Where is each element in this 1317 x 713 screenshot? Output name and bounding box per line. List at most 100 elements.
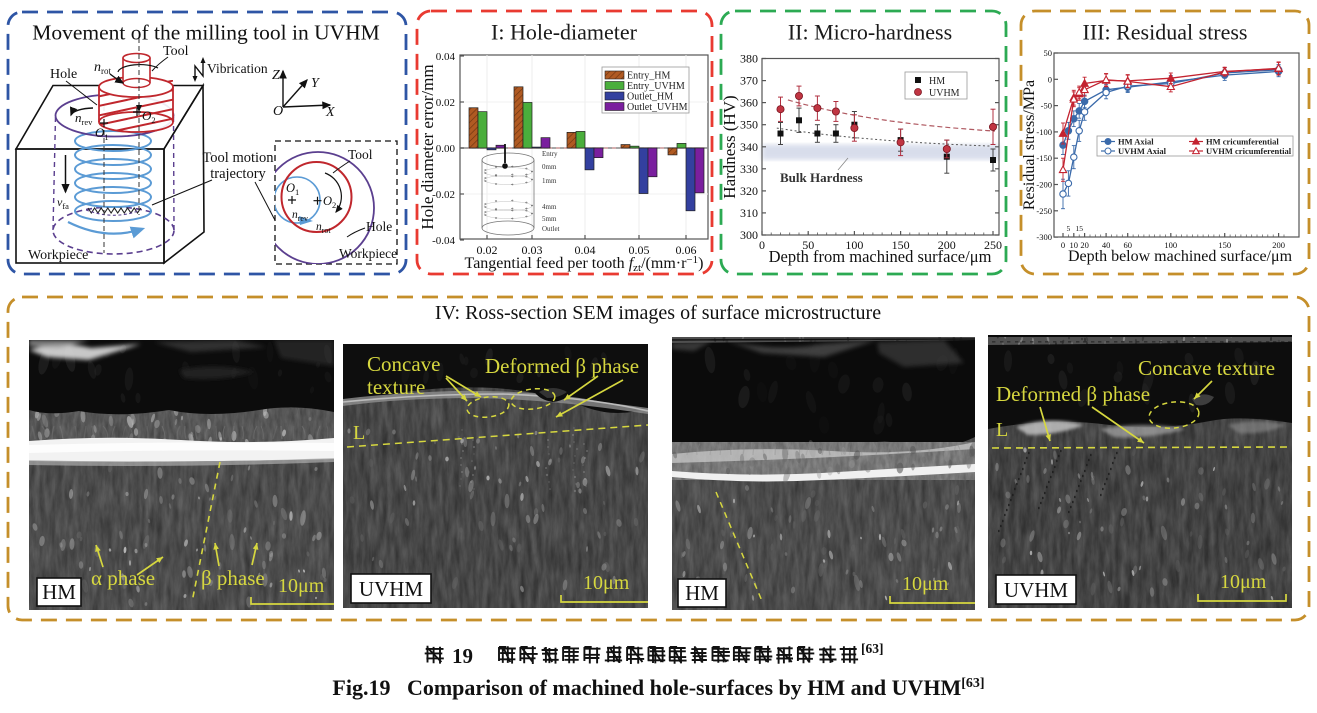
svg-text:*: * (495, 182, 498, 188)
svg-text:*: * (511, 209, 514, 215)
svg-text:trajectory: trajectory (210, 166, 266, 182)
svg-text:Outlet_HM: Outlet_HM (627, 92, 673, 103)
svg-text:50: 50 (802, 238, 814, 252)
svg-text:UVHM: UVHM (929, 88, 960, 99)
svg-text:nrev: nrev (75, 110, 93, 127)
svg-text:*: * (484, 202, 487, 208)
svg-text:300: 300 (740, 228, 758, 242)
svg-text:*: * (525, 175, 528, 181)
svg-text:*: * (484, 176, 487, 182)
svg-text:*: * (525, 173, 528, 179)
svg-text:Deformed β phase: Deformed β phase (485, 354, 639, 378)
svg-text:0.04: 0.04 (575, 243, 596, 257)
svg-text:HM: HM (929, 76, 945, 87)
svg-text:Depth below machined surface/μ: Depth below machined surface/μm (1068, 248, 1293, 265)
svg-text:-50: -50 (1041, 101, 1052, 111)
svg-text:360: 360 (740, 96, 758, 110)
svg-text:*: * (525, 207, 528, 213)
svg-text:250: 250 (984, 238, 1002, 252)
svg-text:*: * (511, 207, 514, 213)
svg-text:0.03: 0.03 (522, 243, 543, 257)
svg-text:UVHM: UVHM (1004, 578, 1068, 602)
svg-text:Outlet: Outlet (542, 225, 560, 233)
svg-text:Concave: Concave (367, 352, 440, 376)
svg-text:L: L (996, 419, 1008, 441)
svg-text:HM: HM (685, 581, 719, 605)
svg-text:[63]: [63] (861, 641, 884, 656)
svg-text:vfa: vfa (57, 195, 69, 211)
svg-text:*: * (531, 178, 534, 184)
svg-text:60: 60 (1123, 240, 1132, 250)
svg-text:200: 200 (938, 238, 956, 252)
svg-text:10: 10 (1070, 240, 1079, 250)
svg-text:-250: -250 (1036, 206, 1052, 216)
svg-text:0.02: 0.02 (477, 243, 498, 257)
svg-text:Tool: Tool (348, 147, 373, 162)
svg-text:Vibrication: Vibrication (207, 61, 268, 76)
svg-text:*: * (495, 208, 498, 214)
svg-text:0: 0 (759, 238, 765, 252)
svg-text:200: 200 (1272, 240, 1285, 250)
svg-text:I: Hole-diameter: I: Hole-diameter (491, 20, 638, 45)
svg-text:*: * (484, 210, 487, 216)
svg-text:Concave texture: Concave texture (1138, 356, 1275, 380)
svg-text:UVHM cricumferential: UVHM cricumferential (1206, 146, 1292, 156)
svg-text:0.04: 0.04 (436, 51, 456, 63)
svg-text:Depth from machined surface/μm: Depth from machined surface/μm (769, 247, 992, 266)
svg-text:*: * (525, 215, 528, 221)
svg-text:-100: -100 (1036, 127, 1052, 137)
svg-text:O: O (273, 104, 283, 119)
svg-text:X: X (325, 105, 335, 120)
svg-text:Workpiece: Workpiece (28, 248, 88, 263)
svg-text:Z: Z (272, 68, 280, 83)
svg-text:*: * (525, 201, 528, 207)
svg-text:*: * (495, 174, 498, 180)
svg-text:330: 330 (740, 162, 758, 176)
svg-text:0: 0 (1061, 240, 1065, 250)
svg-text:0.00: 0.00 (436, 143, 456, 155)
svg-text:-0.02: -0.02 (432, 189, 455, 201)
svg-text:Bulk Hardness: Bulk Hardness (780, 170, 863, 185)
svg-text:Entry_UVHM: Entry_UVHM (627, 81, 685, 92)
svg-text:Entry: Entry (542, 150, 558, 158)
svg-text:*: * (484, 168, 487, 174)
svg-text:10μm: 10μm (902, 573, 949, 595)
svg-text:150: 150 (1218, 240, 1231, 250)
svg-text:-0.04: -0.04 (432, 235, 455, 247)
svg-text:*: * (511, 173, 514, 179)
svg-text:Movement of the milling tool i: Movement of the milling tool in UVHM (32, 21, 380, 45)
svg-text:0mm: 0mm (542, 163, 557, 171)
svg-text:0.05: 0.05 (629, 243, 650, 257)
svg-text:5mm: 5mm (542, 215, 557, 223)
svg-text:100: 100 (1164, 240, 1177, 250)
svg-text:-200: -200 (1036, 180, 1052, 190)
svg-text:UVHM: UVHM (359, 577, 423, 601)
svg-text:Hole diameter error/mm: Hole diameter error/mm (418, 64, 437, 229)
svg-text:texture: texture (367, 375, 425, 399)
svg-text:10μm: 10μm (278, 575, 325, 597)
svg-text:100: 100 (845, 238, 863, 252)
svg-text:310: 310 (740, 206, 758, 220)
svg-text:Workpiece: Workpiece (339, 246, 397, 261)
svg-text:*: * (531, 170, 534, 176)
svg-text:40: 40 (1102, 240, 1111, 250)
svg-text:4mm: 4mm (542, 203, 557, 211)
svg-text:*: * (484, 206, 487, 212)
svg-text:HM: HM (42, 580, 76, 604)
svg-text:*: * (495, 166, 498, 172)
svg-text:*: * (484, 172, 487, 178)
svg-text:*: * (531, 204, 534, 210)
svg-text:III: Residual stress: III: Residual stress (1083, 20, 1248, 45)
svg-text:II: Micro-hardness: II: Micro-hardness (788, 20, 952, 45)
svg-text:150: 150 (892, 238, 910, 252)
svg-text:320: 320 (740, 184, 758, 198)
svg-text:*: * (511, 199, 514, 205)
svg-text:380: 380 (740, 52, 758, 66)
svg-text:*: * (511, 217, 514, 223)
svg-text:-300: -300 (1036, 232, 1052, 242)
svg-text:β phase: β phase (201, 566, 265, 590)
svg-text:0: 0 (1048, 74, 1052, 84)
svg-text:Y: Y (311, 76, 321, 91)
svg-text:*: * (511, 183, 514, 189)
svg-text:0.02: 0.02 (436, 97, 455, 109)
